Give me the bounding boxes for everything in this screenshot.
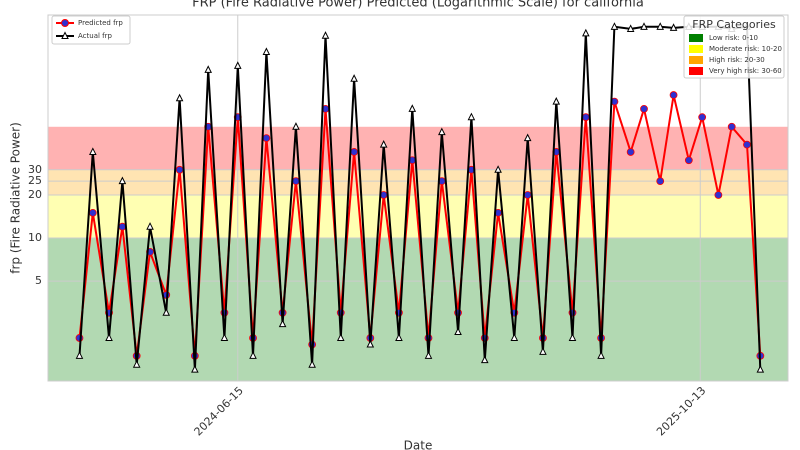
data-point [424, 351, 433, 359]
data-point [350, 148, 359, 156]
data-point [262, 47, 271, 56]
legend-label: Moderate risk: 10-20 [709, 45, 782, 53]
risk-band [48, 238, 788, 381]
data-point [467, 112, 476, 121]
data-point [523, 191, 532, 199]
data-point [105, 333, 113, 341]
data-point [610, 22, 619, 30]
data-point [308, 360, 316, 368]
y-tick-label: 25 [28, 174, 42, 187]
data-point [395, 333, 403, 341]
x-axis-label: Date [404, 439, 433, 450]
data-point [292, 122, 300, 130]
data-point [480, 355, 489, 364]
legend-label: Low risk: 0-10 [709, 34, 758, 42]
data-point [162, 308, 171, 316]
data-point [597, 351, 605, 359]
data-point [698, 113, 707, 122]
y-tick-label: 5 [35, 274, 42, 287]
legend-marker [61, 19, 69, 27]
legend-label: High risk: 20-30 [709, 56, 765, 64]
data-point [132, 360, 141, 368]
x-tick-label: 2025-10-13 [654, 384, 708, 438]
data-point [366, 339, 375, 348]
data-point [191, 365, 199, 373]
data-point [220, 333, 229, 341]
data-point [146, 222, 154, 230]
data-point [539, 347, 547, 355]
data-point [756, 365, 765, 373]
data-point [175, 93, 184, 102]
y-tick-label: 20 [28, 188, 42, 201]
data-point [510, 333, 519, 341]
data-point [249, 351, 257, 359]
y-tick-label: 30 [28, 163, 42, 176]
data-point [204, 65, 213, 73]
data-point [278, 319, 287, 328]
risk-band [48, 126, 788, 170]
data-point [727, 122, 736, 131]
data-point [669, 23, 678, 31]
data-point [408, 104, 417, 112]
data-point [379, 140, 388, 148]
legend-swatch [689, 67, 703, 75]
data-point [714, 191, 723, 199]
data-point [262, 134, 271, 142]
legend-label: Actual frp [78, 32, 112, 40]
y-axis-label: frp (Fire Radiative Power) [9, 122, 23, 274]
data-point [656, 22, 665, 30]
data-point [494, 165, 502, 173]
data-point [568, 333, 577, 341]
legend-label: Very high risk: 30-60 [709, 67, 782, 75]
legend-swatch [689, 45, 703, 53]
legend-marker [61, 31, 69, 39]
legend-swatch [689, 34, 703, 42]
plot-frame [47, 14, 789, 382]
data-point [350, 74, 358, 82]
data-point [75, 351, 84, 359]
legend-label: Predicted frp [78, 19, 123, 27]
data-point [175, 165, 184, 174]
legend-box [683, 15, 785, 79]
data-point [581, 113, 590, 122]
data-point [438, 127, 446, 136]
legend-title: FRP Categories [692, 18, 776, 31]
data-point [640, 22, 648, 30]
data-point [336, 333, 345, 341]
legend: Predicted frp Actual frp [51, 15, 131, 45]
data-point [640, 105, 648, 113]
data-point [292, 177, 300, 186]
data-point [523, 133, 532, 142]
data-point [89, 147, 97, 155]
data-point [743, 140, 751, 149]
data-point [626, 148, 635, 156]
legend: FRP Categories Low risk: 0-10 Moderate ris… [683, 15, 785, 79]
x-tick-label: 2024-06-15 [192, 384, 246, 438]
data-point [552, 96, 561, 105]
y-tick-label: 10 [28, 231, 42, 244]
data-point [233, 61, 242, 69]
data-point [626, 24, 635, 32]
data-point [118, 176, 127, 185]
series-line [78, 25, 762, 370]
data-point [684, 156, 693, 165]
data-point [321, 31, 330, 39]
data-point [669, 91, 678, 99]
data-point [75, 334, 84, 342]
chart-title: FRP (Fire Radiative Power) Predicted (Lo… [192, 0, 644, 11]
legend-swatch [689, 56, 703, 64]
data-point [88, 208, 97, 217]
data-point [656, 177, 665, 186]
data-point [454, 327, 462, 336]
data-point [582, 28, 590, 37]
